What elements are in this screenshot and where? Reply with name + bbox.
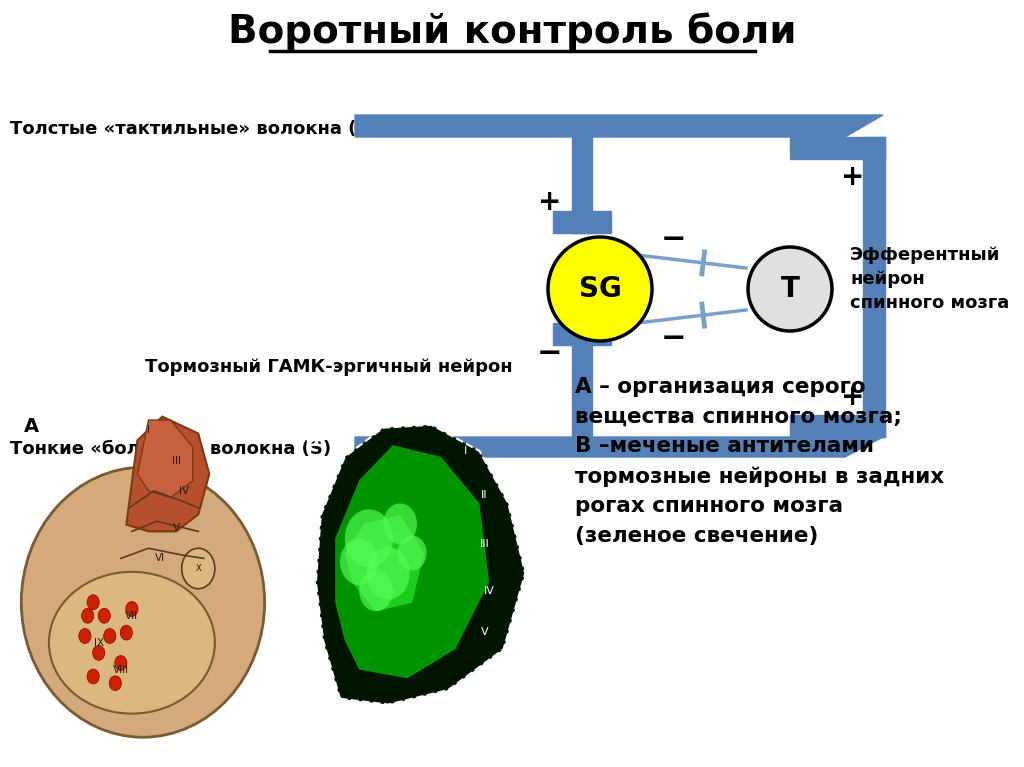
Circle shape bbox=[92, 646, 104, 660]
Text: Тонкие «болевые» волокна (S): Тонкие «болевые» волокна (S) bbox=[10, 440, 331, 458]
Text: I: I bbox=[464, 446, 467, 456]
Polygon shape bbox=[553, 323, 611, 345]
Circle shape bbox=[82, 608, 94, 623]
Text: VII: VII bbox=[125, 611, 138, 621]
Circle shape bbox=[181, 548, 215, 589]
Text: II: II bbox=[481, 489, 487, 500]
Polygon shape bbox=[355, 115, 883, 137]
Text: A: A bbox=[25, 416, 39, 436]
Circle shape bbox=[126, 601, 138, 617]
Text: А – организация серого
вещества спинного мозга;
В –меченые антителами
тормозные : А – организация серого вещества спинного… bbox=[575, 377, 944, 546]
Circle shape bbox=[548, 237, 652, 341]
Circle shape bbox=[87, 669, 99, 684]
Circle shape bbox=[120, 625, 132, 640]
Polygon shape bbox=[572, 345, 592, 437]
Polygon shape bbox=[863, 137, 885, 437]
Text: −: − bbox=[538, 340, 563, 368]
Ellipse shape bbox=[49, 572, 215, 713]
Text: B: B bbox=[304, 430, 318, 449]
Text: IV: IV bbox=[179, 486, 189, 496]
Polygon shape bbox=[315, 425, 525, 705]
Text: X: X bbox=[196, 564, 201, 573]
Text: +: + bbox=[842, 163, 864, 191]
Text: III: III bbox=[479, 539, 489, 549]
Circle shape bbox=[98, 608, 111, 623]
Polygon shape bbox=[355, 437, 883, 457]
Text: Тормозный ГАМК-эргичный нейрон: Тормозный ГАМК-эргичный нейрон bbox=[145, 358, 513, 376]
Text: V: V bbox=[173, 523, 179, 533]
Text: +: + bbox=[539, 188, 562, 216]
Text: SG: SG bbox=[579, 275, 622, 303]
Circle shape bbox=[340, 538, 379, 585]
Polygon shape bbox=[345, 515, 424, 611]
Text: Эфферентный
нейрон
спинного мозга: Эфферентный нейрон спинного мозга bbox=[850, 246, 1010, 311]
Text: VI: VI bbox=[155, 553, 165, 564]
Ellipse shape bbox=[22, 467, 264, 737]
Text: T: T bbox=[780, 275, 800, 303]
Polygon shape bbox=[572, 137, 592, 233]
Circle shape bbox=[397, 535, 427, 571]
Text: Толстые «тактильные» волокна (L): Толстые «тактильные» волокна (L) bbox=[10, 120, 376, 138]
Text: +: + bbox=[842, 383, 864, 411]
Circle shape bbox=[103, 629, 116, 644]
Polygon shape bbox=[553, 211, 611, 233]
Circle shape bbox=[79, 629, 91, 644]
Circle shape bbox=[110, 676, 122, 690]
Text: III: III bbox=[172, 456, 180, 466]
Circle shape bbox=[115, 656, 127, 670]
Circle shape bbox=[359, 571, 393, 611]
Text: −: − bbox=[660, 324, 686, 354]
Circle shape bbox=[367, 547, 410, 600]
Text: V: V bbox=[480, 627, 488, 637]
Text: −: − bbox=[660, 225, 686, 254]
Text: VIII: VIII bbox=[113, 665, 129, 675]
Circle shape bbox=[345, 509, 393, 568]
Polygon shape bbox=[137, 420, 193, 498]
Polygon shape bbox=[335, 445, 489, 678]
Text: IX: IX bbox=[93, 637, 103, 648]
Polygon shape bbox=[790, 415, 885, 437]
Text: Воротный контроль боли: Воротный контроль боли bbox=[227, 13, 797, 51]
Polygon shape bbox=[790, 137, 885, 159]
Polygon shape bbox=[126, 416, 209, 532]
Circle shape bbox=[383, 503, 417, 545]
Text: I: I bbox=[147, 425, 150, 435]
Text: IV: IV bbox=[483, 586, 495, 596]
Circle shape bbox=[87, 595, 99, 610]
Circle shape bbox=[748, 247, 831, 331]
